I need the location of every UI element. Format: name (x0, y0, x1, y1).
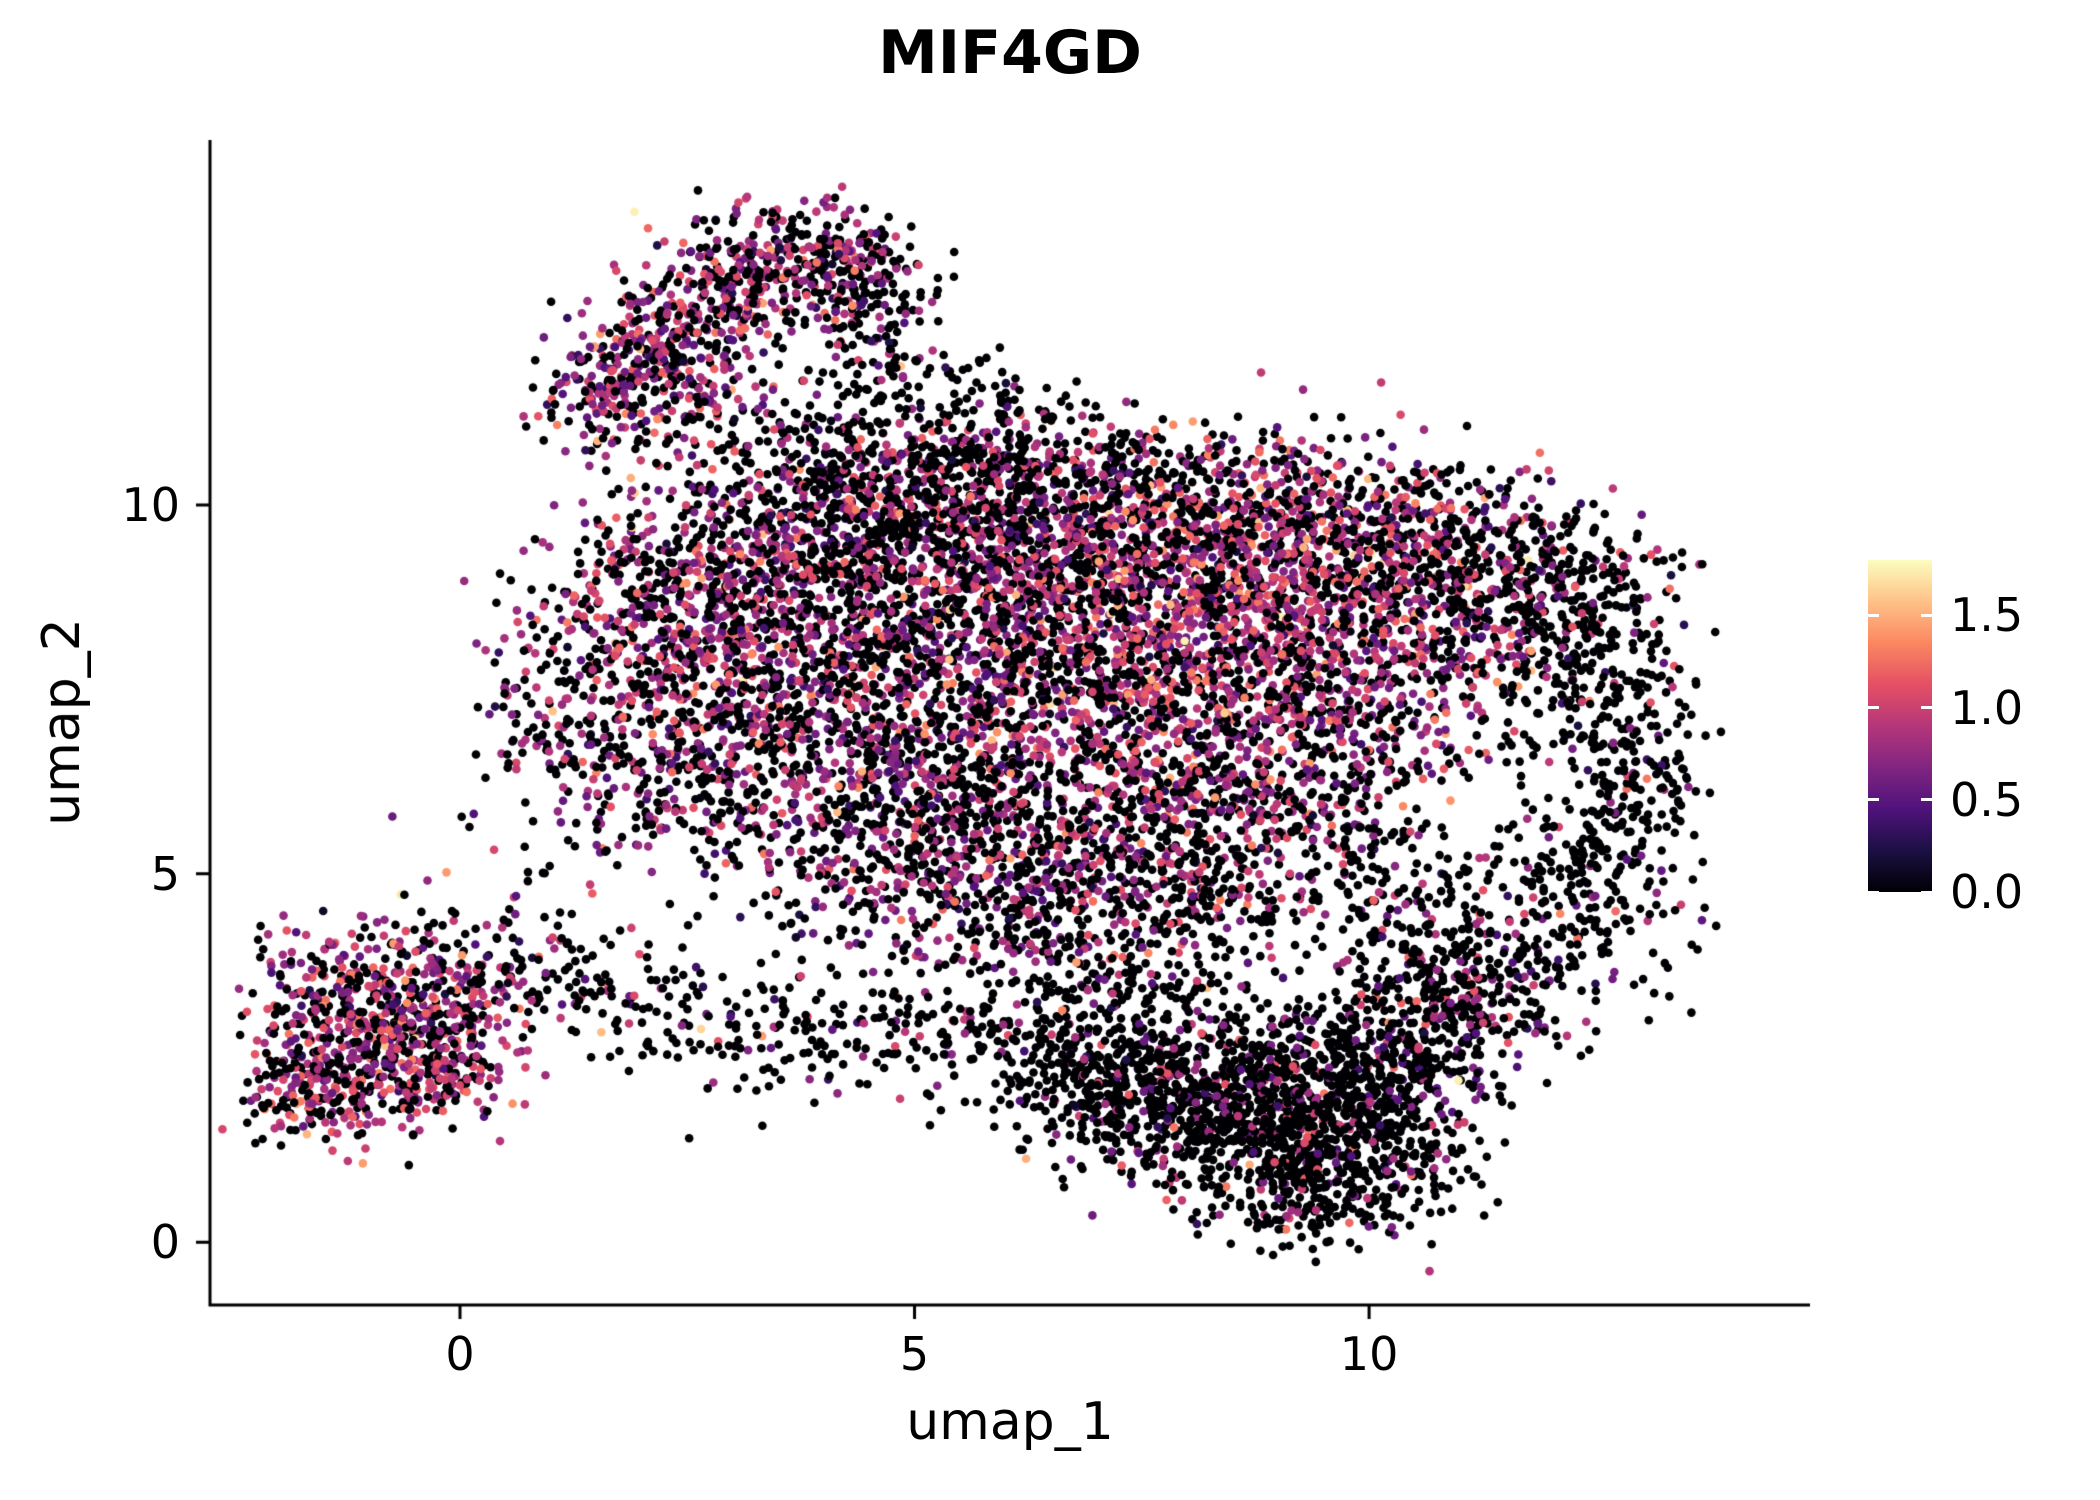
colorbar-gradient (1868, 560, 1932, 892)
colorbar-tick-mark (1868, 706, 1879, 710)
y-axis-label: umap_2 (32, 618, 92, 826)
colorbar-tick-mark (1921, 706, 1932, 710)
x-axis-label: umap_1 (906, 1392, 1114, 1452)
colorbar-tick-mark (1868, 613, 1879, 617)
x-tick-label: 5 (899, 1327, 930, 1381)
plot-title: MIF4GD (878, 18, 1142, 88)
y-tick-label: 10 (121, 477, 180, 532)
expression-colorbar (1868, 560, 1932, 894)
x-tick-label: 10 (1339, 1327, 1399, 1381)
y-tick-label: 5 (150, 846, 180, 901)
colorbar-tick-label: 1.5 (1950, 588, 2024, 643)
x-tick-label: 0 (445, 1327, 475, 1381)
colorbar-tick-mark (1921, 798, 1932, 802)
colorbar-tick-mark (1868, 798, 1879, 802)
colorbar-tick-mark (1868, 890, 1879, 894)
colorbar-tick-mark (1921, 890, 1932, 894)
y-tick-label: 0 (150, 1215, 180, 1270)
colorbar-tick-label: 1.0 (1950, 680, 2024, 735)
colorbar-tick-label: 0.5 (1950, 772, 2024, 827)
colorbar-tick-mark (1921, 613, 1932, 617)
colorbar-tick-label: 0.0 (1950, 865, 2024, 919)
